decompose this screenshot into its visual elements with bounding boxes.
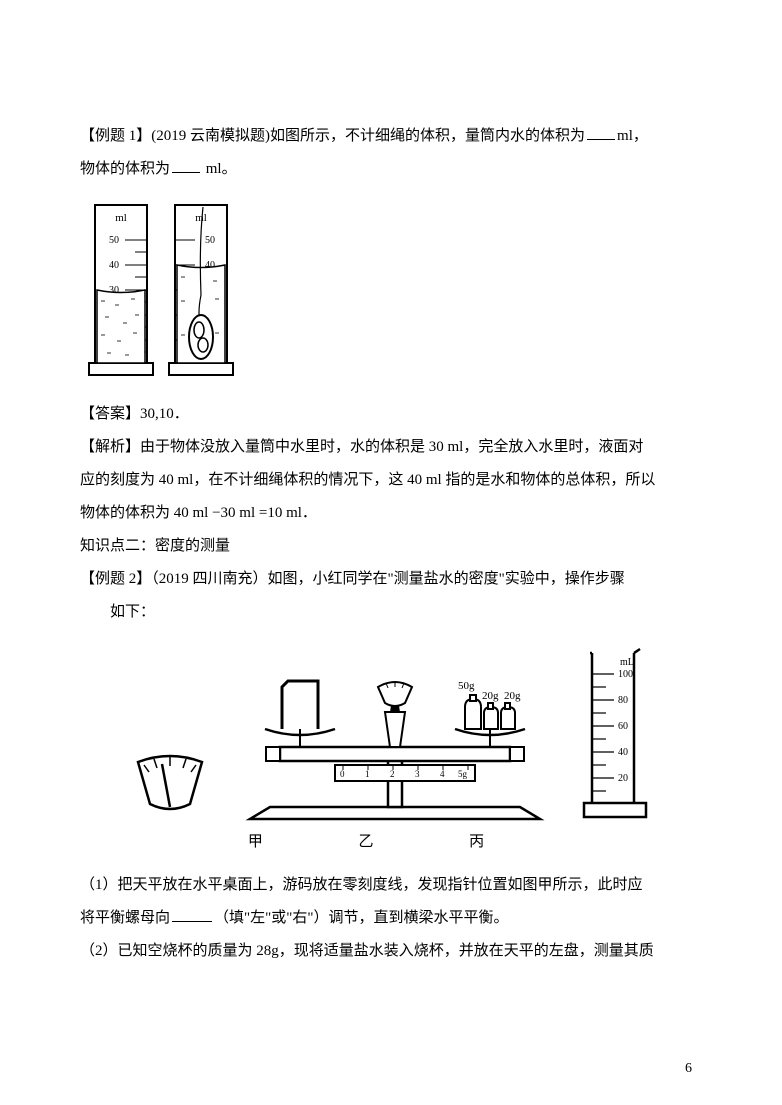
q1-text1: 把天平放在水平桌面上，游码放在零刻度线，发现指针位置如图甲所示，此时应 <box>118 877 643 893</box>
svg-text:3: 3 <box>415 769 420 779</box>
example1-unit1: ml， <box>617 128 648 144</box>
caption-a: 甲 <box>248 826 263 859</box>
example1-text2a: 物体的体积为 <box>80 161 170 177</box>
q2-num: （2） <box>80 943 118 959</box>
svg-text:50: 50 <box>109 235 119 246</box>
analysis1-line3: 物体的体积为 40 ml −30 ml =10 ml． <box>80 497 702 530</box>
q2-line1: （2）已知空烧杯的质量为 28g，现将适量盐水装入烧杯，并放在天平的左盘，测量其… <box>80 935 702 968</box>
svg-text:2: 2 <box>390 769 395 779</box>
figure2-captions: 甲 乙 丙 <box>200 826 532 859</box>
svg-text:40: 40 <box>109 260 119 271</box>
svg-text:20g: 20g <box>504 690 521 702</box>
example1-unit2: ml。 <box>202 161 237 177</box>
caption-b: 乙 <box>358 826 373 859</box>
example2-line1: 【例题 2】（2019 四川南充）如图，小红同学在"测量盐水的密度"实验中，操作… <box>80 563 702 596</box>
svg-text:60: 60 <box>618 721 628 732</box>
example1-source: (2019 云南模拟题) <box>151 128 270 144</box>
svg-text:mL: mL <box>620 657 634 668</box>
answer1-text: 30,10． <box>140 406 189 422</box>
svg-text:40: 40 <box>618 747 628 758</box>
example1-text1a: 如图所示，不计细绳的体积，量筒内水的体积为 <box>270 128 585 144</box>
svg-text:50g: 50g <box>458 680 475 692</box>
blank-1 <box>587 124 615 140</box>
example1-line1: 【例题 1】(2019 云南模拟题)如图所示，不计细绳的体积，量筒内水的体积为 m… <box>80 120 702 153</box>
caption-c: 丙 <box>469 826 484 859</box>
svg-text:0: 0 <box>340 769 345 779</box>
svg-text:ml: ml <box>115 212 127 224</box>
q2-text1: 已知空烧杯的质量为 28g，现将适量盐水装入烧杯，并放在天平的左盘，测量其质 <box>118 943 654 959</box>
figure-cylinders: ml 50 40 30 20 10 <box>80 200 702 380</box>
example2-source: （2019 四川南充） <box>151 571 267 587</box>
svg-text:1: 1 <box>365 769 370 779</box>
q1-text2b: （填"左"或"右"）调节，直到横梁水平平衡。 <box>214 910 509 926</box>
q1-num: （1） <box>80 877 118 893</box>
svg-text:20g: 20g <box>482 690 499 702</box>
svg-text:ml: ml <box>195 212 207 224</box>
analysis1-line2: 应的刻度为 40 ml，在不计细绳体积的情况下，这 40 ml 指的是水和物体的… <box>80 464 702 497</box>
page-number: 6 <box>685 1061 692 1077</box>
answer1-label: 【答案】 <box>80 406 140 422</box>
q1-line1: （1）把天平放在水平桌面上，游码放在零刻度线，发现指针位置如图甲所示，此时应 <box>80 869 702 902</box>
blank-3 <box>172 906 212 922</box>
svg-text:4: 4 <box>440 769 445 779</box>
svg-text:5g: 5g <box>458 769 468 779</box>
analysis1-line1: 【解析】由于物体没放入量筒中水里时，水的体积是 30 ml，完全放入水里时，液面… <box>80 431 702 464</box>
q1-line2: 将平衡螺母向 （填"左"或"右"）调节，直到横梁水平平衡。 <box>80 902 702 935</box>
example2-prefix: 【例题 2】 <box>80 571 151 587</box>
svg-text:20: 20 <box>618 773 628 784</box>
example2-text1: 如图，小红同学在"测量盐水的密度"实验中，操作步骤 <box>268 571 625 587</box>
example1-line2: 物体的体积为 ml。 <box>80 153 702 186</box>
knowledge-point-2: 知识点二：密度的测量 <box>80 530 702 563</box>
svg-text:80: 80 <box>618 695 628 706</box>
answer1: 【答案】30,10． <box>80 398 702 431</box>
analysis1-text1: 由于物体没放入量筒中水里时，水的体积是 30 ml，完全放入水里时，液面对 <box>140 439 643 455</box>
blank-2 <box>172 157 200 173</box>
example1-prefix: 【例题 1】 <box>80 128 151 144</box>
q1-text2a: 将平衡螺母向 <box>80 910 170 926</box>
example2-line2: 如下： <box>80 596 702 629</box>
figure-balance: 0 1 2 3 4 5g <box>80 647 702 822</box>
svg-text:100: 100 <box>618 669 633 680</box>
svg-text:50: 50 <box>205 235 215 246</box>
analysis1-label: 【解析】 <box>80 439 140 455</box>
